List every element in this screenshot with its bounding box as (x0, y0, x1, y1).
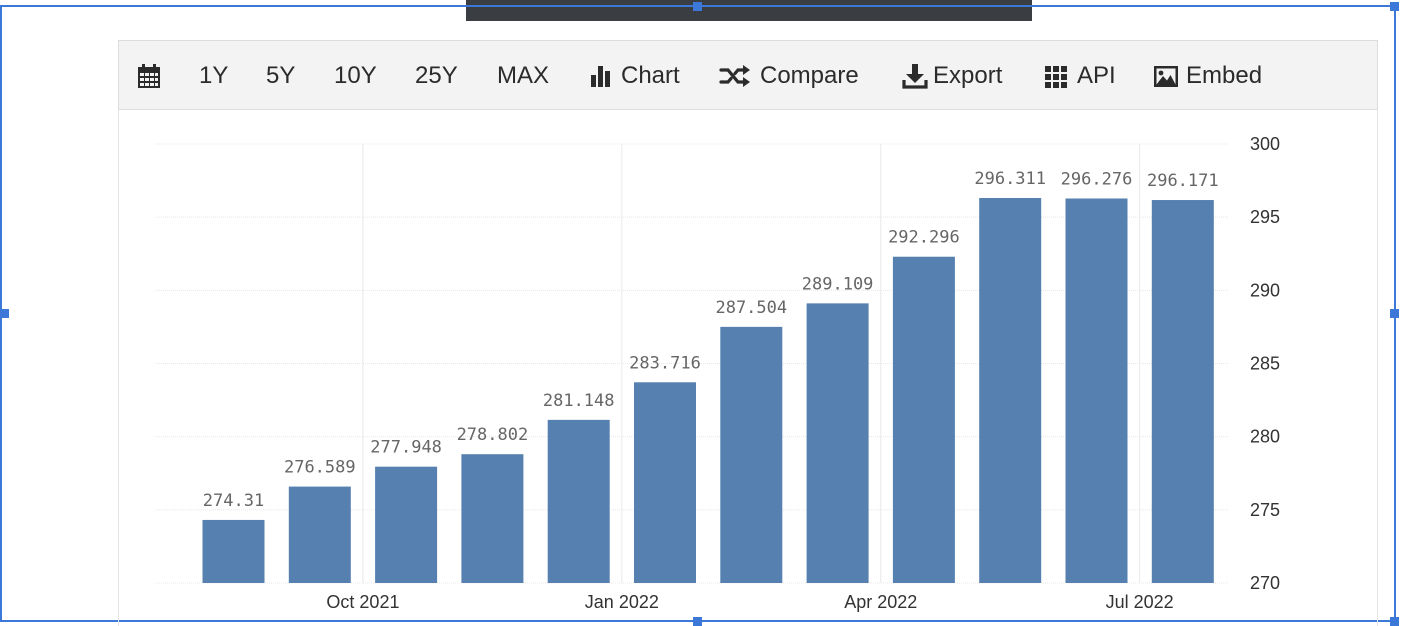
bar (202, 519, 265, 583)
bar (288, 486, 351, 583)
calendar-icon (138, 64, 160, 88)
api-button[interactable]: API (1044, 41, 1119, 111)
data-label: 296.311 (974, 169, 1046, 189)
resize-handle-bottom-right[interactable] (1390, 617, 1399, 626)
bar (892, 256, 955, 583)
export-label: Export (933, 62, 1003, 89)
range-max-label: MAX (497, 62, 550, 89)
x-tick-label: Oct 2021 (326, 592, 399, 612)
range-5y-label: 5Y (266, 62, 296, 89)
y-tick-label: 270 (1250, 573, 1280, 593)
export-button[interactable]: Export (902, 41, 1012, 111)
x-tick-label: Jul 2022 (1106, 592, 1174, 612)
y-tick-label: 300 (1250, 134, 1280, 154)
resize-handle-top-right[interactable] (1390, 2, 1399, 11)
bar (720, 326, 783, 583)
data-label: 296.171 (1147, 171, 1219, 191)
embed-button[interactable]: Embed (1153, 41, 1268, 111)
bar-chart-icon (591, 66, 610, 87)
y-tick-label: 280 (1250, 427, 1280, 447)
range-25y-label: 25Y (415, 62, 458, 89)
range-1y-label: 1Y (199, 62, 229, 89)
range-1y-button[interactable]: 1Y (199, 41, 228, 111)
image-icon (1154, 66, 1178, 87)
resize-handle-top-center[interactable] (693, 2, 702, 11)
range-5y-button[interactable]: 5Y (266, 41, 295, 111)
chart-type-label: Chart (621, 62, 680, 89)
x-tick-label: Apr 2022 (844, 592, 917, 612)
y-tick-label: 290 (1250, 280, 1280, 300)
bar (979, 197, 1042, 583)
x-tick-label: Jan 2022 (585, 592, 659, 612)
y-tick-label: 285 (1250, 354, 1280, 374)
resize-handle-bottom-center[interactable] (693, 617, 702, 626)
grid-icon (1045, 66, 1067, 88)
range-10y-label: 10Y (334, 62, 377, 89)
bar (634, 382, 696, 583)
range-10y-button[interactable]: 10Y (334, 41, 377, 111)
bar (547, 419, 610, 583)
download-icon (902, 64, 928, 89)
bar (375, 466, 438, 583)
y-tick-label: 295 (1250, 207, 1280, 227)
shuffle-icon (719, 65, 750, 87)
bar (1065, 198, 1128, 583)
y-tick-label: 275 (1250, 500, 1280, 520)
chart-area: 270 275 280 285 290 295 300 Oct 2021 Jan 2022 Apr… (118, 110, 1378, 626)
data-label: 296.276 (1061, 169, 1133, 189)
data-label: 283.716 (629, 353, 701, 373)
data-label: 277.948 (370, 438, 442, 458)
compare-button[interactable]: Compare (719, 41, 869, 111)
embedded-image-strip (466, 0, 1032, 21)
data-label: 276.589 (284, 458, 356, 478)
bar (1151, 200, 1214, 583)
calendar-button[interactable] (137, 41, 163, 111)
api-label: API (1077, 62, 1116, 89)
bar (806, 303, 869, 583)
data-label: 278.802 (457, 425, 529, 445)
data-label: 281.148 (543, 391, 615, 411)
resize-handle-middle-right[interactable] (1390, 309, 1399, 318)
data-label: 274.31 (203, 491, 264, 511)
data-label: 289.109 (802, 274, 874, 294)
bar (461, 454, 524, 583)
embed-label: Embed (1186, 62, 1263, 89)
range-25y-button[interactable]: 25Y (415, 41, 458, 111)
data-label: 292.296 (888, 228, 960, 248)
range-max-button[interactable]: MAX (497, 41, 549, 111)
resize-handle-middle-left[interactable] (0, 309, 9, 318)
bar-chart: 270 275 280 285 290 295 300 Oct 2021 Jan 2022 Apr… (155, 134, 1280, 612)
compare-label: Compare (760, 62, 859, 89)
data-label: 287.504 (715, 298, 787, 318)
chart-type-button[interactable]: Chart (590, 41, 690, 111)
chart-toolbar: 1Y 5Y 10Y 25Y MAX Chart Compare (118, 40, 1378, 110)
